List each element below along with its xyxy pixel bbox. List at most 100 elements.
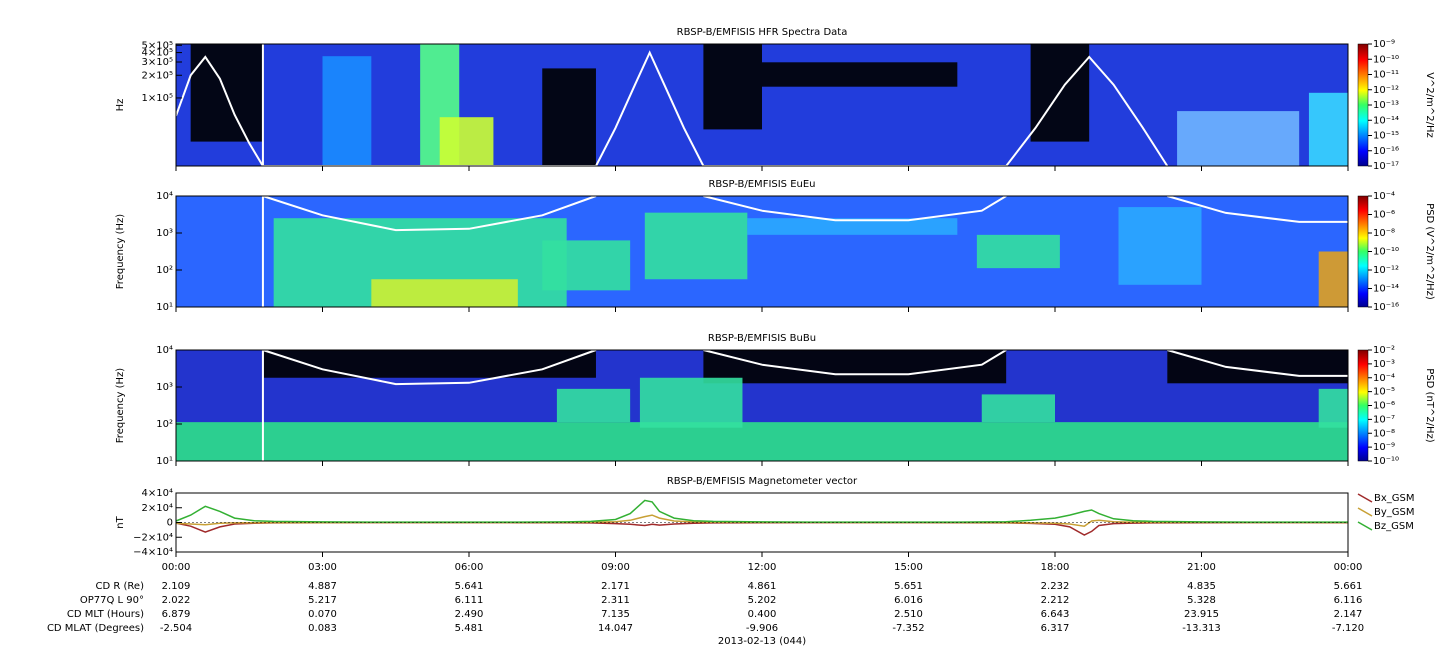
colorbar-tick-label: 10⁻² <box>1373 345 1395 356</box>
colorbar-tick-label: 10⁻¹² <box>1373 85 1399 96</box>
spectrogram-fill <box>1167 350 1348 384</box>
y-tick-label: 10² <box>156 265 173 276</box>
legend-swatch <box>1357 493 1373 503</box>
ephemeris-value: 5.651 <box>894 581 923 592</box>
colorbar-tick-label: 10⁻¹³ <box>1373 100 1399 111</box>
ephemeris-label: CD MLT (Hours) <box>67 609 144 620</box>
legend-swatch <box>1357 507 1373 517</box>
y-tick-label: 10⁴ <box>156 345 173 356</box>
y-tick-label: 1×10⁵ <box>142 93 173 104</box>
colorbar-tick-label: 10⁻³ <box>1373 359 1395 370</box>
y-tick-label: 2×10⁵ <box>142 70 173 81</box>
ephemeris-value: 2.109 <box>162 581 191 592</box>
ephemeris-value: 0.083 <box>308 623 337 634</box>
series-line <box>175 514 1348 527</box>
spectrogram-fill <box>1177 111 1300 166</box>
spectrogram-fill <box>1318 251 1348 307</box>
spectrogram-fill <box>981 394 1055 423</box>
spectrogram-fill <box>762 62 958 87</box>
y-tick-label: 4×10⁴ <box>142 488 173 499</box>
y-tick-label: 0 <box>167 518 173 529</box>
ephemeris-value: 0.400 <box>748 609 777 620</box>
colorbar-tick-label: 10⁻¹⁴ <box>1373 115 1399 126</box>
y-tick-label: 10¹ <box>156 456 173 467</box>
ephemeris-value: 5.661 <box>1334 581 1363 592</box>
ephemeris-value: 14.047 <box>598 623 633 634</box>
spectrogram-fill <box>542 240 631 291</box>
x-tick-label: 12:00 <box>748 562 777 573</box>
x-tick-label: 03:00 <box>308 562 337 573</box>
ephemeris-value: -7.120 <box>1332 623 1364 634</box>
colorbar-tick-label: 10⁻¹⁰ <box>1373 54 1399 65</box>
y-tick-label: 4×10⁵ <box>142 48 173 59</box>
colorbar-tick-label: 10⁻⁶ <box>1373 401 1395 412</box>
y-tick-label: 2×10⁴ <box>142 503 173 514</box>
colorbar-tick-label: 10⁻⁷ <box>1373 414 1395 425</box>
ephemeris-label: CD MLAT (Degrees) <box>47 623 144 634</box>
y-axis-label: nT <box>115 515 126 528</box>
colorbar-tick-label: 10⁻¹² <box>1373 265 1399 276</box>
x-tick-label: 06:00 <box>455 562 484 573</box>
series-line <box>175 499 1348 523</box>
panel-title: RBSP-B/EMFISIS Magnetometer vector <box>667 476 858 487</box>
ephemeris-value: 5.202 <box>748 595 777 606</box>
y-axis-label: Frequency (Hz) <box>115 368 126 444</box>
spectrogram-fill <box>542 68 596 166</box>
ephemeris-value: 2.022 <box>162 595 191 606</box>
ephemeris-value: 4.861 <box>748 581 777 592</box>
colorbar-tick-label: 10⁻¹⁴ <box>1373 284 1399 295</box>
ephemeris-value: 6.879 <box>162 609 191 620</box>
ephemeris-value: -7.352 <box>892 623 924 634</box>
plasma-frequency-curve <box>262 195 1348 232</box>
spectrogram-fill <box>190 44 264 142</box>
y-tick-label: 10¹ <box>156 302 173 313</box>
spectrogram-fill <box>703 44 762 130</box>
legend-label: Bz_GSM <box>1374 521 1414 532</box>
ephemeris-value: 6.116 <box>1334 595 1363 606</box>
legend-label: By_GSM <box>1374 507 1415 518</box>
ephemeris-label: CD R (Re) <box>96 581 145 592</box>
panel-title: RBSP-B/EMFISIS HFR Spectra Data <box>677 27 848 38</box>
ephemeris-value: 6.317 <box>1041 623 1070 634</box>
ephemeris-value: 4.835 <box>1187 581 1216 592</box>
spectrogram-fill <box>747 218 958 235</box>
colorbar-tick-label: 10⁻⁸ <box>1373 428 1395 439</box>
x-tick-label: 00:00 <box>1334 562 1363 573</box>
ephemeris-value: 2.490 <box>455 609 484 620</box>
spectrogram-fill <box>1308 92 1348 166</box>
colorbar-tick-label: 10⁻⁸ <box>1373 228 1395 239</box>
colorbar-tick-label: 10⁻⁹ <box>1373 39 1395 50</box>
spectrogram-fill <box>639 377 743 428</box>
ephemeris-value: 2.510 <box>894 609 923 620</box>
legend-label: Bx_GSM <box>1374 493 1415 504</box>
ephemeris-value: -9.906 <box>746 623 778 634</box>
colorbar-tick-label: 10⁻⁴ <box>1373 373 1395 384</box>
spectrogram-fill <box>1118 207 1202 285</box>
spectrogram-fill <box>644 212 748 280</box>
ephemeris-value: 5.328 <box>1187 595 1216 606</box>
colorbar <box>1357 43 1369 167</box>
colorbar-tick-label: 10⁻⁶ <box>1373 210 1395 221</box>
colorbar-tick-label: 10⁻⁴ <box>1373 191 1395 202</box>
colorbar-tick-label: 10⁻¹⁶ <box>1373 146 1399 157</box>
ephemeris-value: 7.135 <box>601 609 630 620</box>
ephemeris-value: 6.111 <box>455 595 484 606</box>
spectrogram-fill <box>176 422 1348 461</box>
y-tick-label: −2×10⁴ <box>133 532 173 543</box>
ephemeris-value: -13.313 <box>1182 623 1221 634</box>
plasma-frequency-curve <box>175 50 1169 167</box>
ephemeris-value: 23.915 <box>1184 609 1219 620</box>
plasma-frequency-curve <box>262 349 1348 386</box>
y-axis-label: Frequency (Hz) <box>115 214 126 290</box>
colorbar <box>1357 349 1369 462</box>
colorbar-label: V^2/m^2/Hz <box>1424 72 1435 138</box>
panel-title: RBSP-B/EMFISIS EuEu <box>708 179 815 190</box>
y-tick-label: 5×10⁵ <box>142 40 173 51</box>
spectrogram-fill <box>976 234 1060 269</box>
y-axis-label: Hz <box>115 99 126 112</box>
spectrogram-fill <box>556 388 631 423</box>
y-tick-label: 10³ <box>156 382 173 393</box>
colorbar-tick-label: 10⁻¹⁷ <box>1373 161 1399 172</box>
ephemeris-value: 2.147 <box>1334 609 1363 620</box>
